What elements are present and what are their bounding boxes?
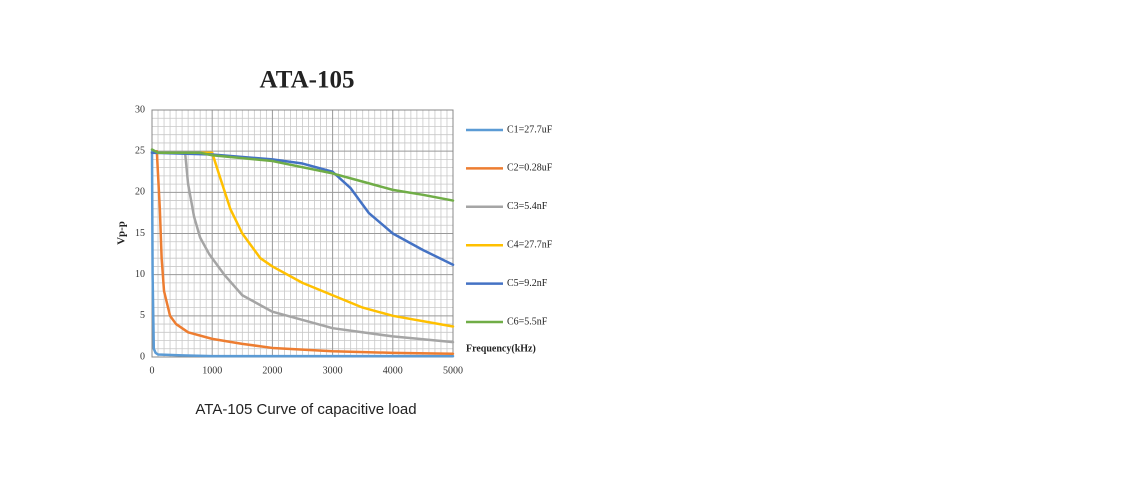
series-line <box>150 151 455 328</box>
y-tick-label: 5 <box>140 310 145 321</box>
y-tick-label: 10 <box>135 269 145 280</box>
legend-label: C4=27.7nF <box>507 239 553 250</box>
x-tick-label: 3000 <box>323 365 343 376</box>
x-tick-label: 4000 <box>383 365 403 376</box>
y-tick-label: 15 <box>135 228 145 239</box>
x-tick-label: 2000 <box>262 365 282 376</box>
legend-label: C1=27.7uF <box>507 124 553 135</box>
legend-label: C2=0.28uF <box>507 163 553 174</box>
x-tick-label: 5000 <box>443 365 463 376</box>
series-line <box>150 148 455 202</box>
y-tick-label: 20 <box>135 187 145 198</box>
y-tick-label: 0 <box>140 351 145 362</box>
series-line <box>150 149 455 358</box>
series-line <box>155 149 455 355</box>
x-axis-label: Frequency(kHz) <box>466 343 536 354</box>
y-axis-label: Vp-p <box>116 221 128 245</box>
legend-label: C3=5.4nF <box>507 201 548 212</box>
caption: ATA-105 Curve of capacitive load <box>195 401 416 418</box>
y-tick-label: 30 <box>135 104 145 115</box>
chart-title: ATA-105 <box>260 67 355 94</box>
x-tick-label: 0 <box>150 365 155 376</box>
series-line <box>150 151 455 344</box>
y-tick-label: 25 <box>135 145 145 156</box>
legend-label: C5=9.2nF <box>507 278 548 289</box>
x-tick-label: 1000 <box>202 365 222 376</box>
legend-label: C6=5.5nF <box>507 316 548 327</box>
